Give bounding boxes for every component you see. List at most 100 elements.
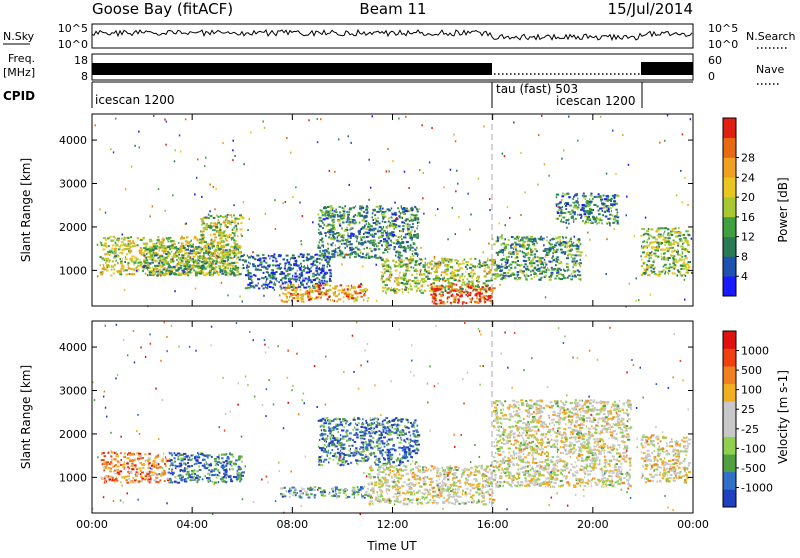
data-cell (217, 461, 220, 463)
data-cell (324, 232, 326, 234)
data-cell (407, 226, 410, 228)
data-cell (646, 266, 649, 268)
data-cell (682, 243, 683, 245)
data-cell (224, 216, 225, 218)
data-cell (457, 183, 459, 185)
data-cell (434, 263, 437, 265)
data-cell (221, 259, 223, 261)
data-cell (414, 206, 416, 208)
data-cell (466, 264, 468, 266)
data-cell (682, 133, 684, 135)
data-cell (360, 283, 362, 285)
data-cell (445, 289, 447, 291)
data-cell (461, 284, 464, 286)
data-cell (425, 262, 426, 264)
data-cell (372, 212, 374, 214)
data-cell (186, 252, 189, 254)
data-cell (210, 265, 212, 267)
data-cell (557, 256, 559, 258)
data-cell (475, 285, 478, 287)
data-cell (104, 455, 107, 457)
data-cell (209, 272, 211, 274)
data-cell (387, 238, 390, 240)
data-cell (255, 285, 257, 287)
data-cell (470, 281, 471, 283)
y-tick-label: 1000 (59, 264, 87, 277)
data-cell (557, 206, 559, 208)
data-cell (201, 231, 204, 233)
data-cell (330, 273, 332, 275)
data-cell (440, 262, 442, 264)
data-cell (586, 200, 588, 202)
data-cell (255, 265, 256, 267)
data-cell (419, 208, 421, 210)
data-cell (462, 279, 464, 281)
data-cell (571, 237, 573, 239)
data-cell (308, 119, 310, 121)
data-cell (362, 220, 365, 222)
data-cell (442, 301, 444, 303)
data-cell (211, 274, 214, 276)
data-cell (372, 216, 374, 218)
data-cell (104, 469, 105, 471)
data-cell (249, 218, 251, 220)
data-cell (661, 242, 663, 244)
data-cell (489, 287, 491, 289)
data-cell (520, 271, 522, 273)
data-cell (222, 481, 225, 483)
data-cell (338, 290, 341, 292)
data-cell (141, 478, 144, 480)
freq-tick-bottom: 8 (81, 70, 88, 83)
data-cell (413, 236, 416, 238)
data-cell (395, 251, 397, 253)
data-cell (409, 224, 410, 226)
data-cell (155, 245, 158, 247)
data-cell (397, 251, 398, 253)
data-cell (143, 255, 145, 257)
data-cell (154, 252, 155, 254)
data-cell (498, 251, 501, 253)
data-cell (395, 270, 398, 272)
data-cell (138, 481, 139, 483)
data-cell (172, 194, 174, 196)
data-cell (113, 458, 116, 460)
data-cell (382, 287, 384, 289)
data-cell (186, 263, 188, 265)
data-cell (232, 251, 233, 253)
data-cell (338, 293, 340, 295)
data-cell (322, 287, 324, 289)
data-cell (318, 247, 321, 249)
data-cell (361, 238, 363, 240)
data-cell (410, 226, 412, 228)
data-cell (293, 286, 295, 288)
data-cell (107, 264, 109, 266)
data-cell (588, 211, 590, 213)
data-cell (463, 291, 465, 293)
data-cell (112, 260, 114, 262)
data-cell (600, 195, 602, 197)
data-cell (573, 264, 576, 266)
data-cell (113, 466, 115, 468)
data-cell (191, 465, 193, 467)
data-cell (157, 248, 158, 250)
data-cell (518, 250, 520, 252)
data-cell (590, 201, 592, 203)
data-cell (282, 202, 284, 204)
data-cell (207, 479, 210, 481)
data-cell (228, 264, 230, 266)
data-cell (629, 283, 631, 285)
data-cell (664, 227, 666, 229)
data-cell (379, 230, 381, 232)
data-cell (334, 233, 336, 235)
colorbar-segment (723, 237, 736, 257)
data-cell (609, 199, 612, 201)
data-cell (181, 245, 183, 247)
data-cell (253, 265, 256, 267)
data-cell (209, 210, 211, 212)
data-cell (127, 262, 129, 264)
data-cell (207, 249, 210, 251)
data-cell (651, 270, 653, 272)
data-cell (442, 258, 444, 260)
data-cell (512, 261, 515, 263)
data-cell (421, 289, 422, 291)
